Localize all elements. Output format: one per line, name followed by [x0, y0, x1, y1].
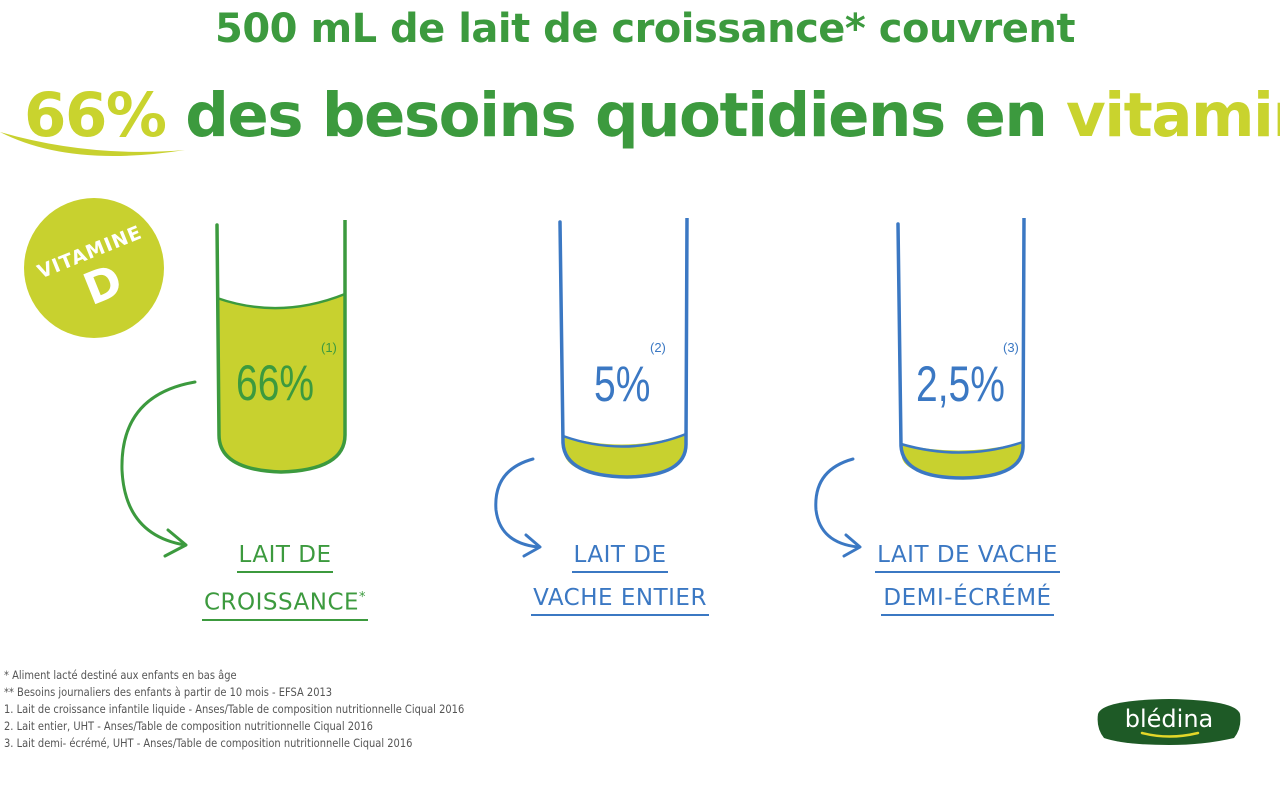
headline-percent: 66% [24, 80, 167, 151]
footnote: 1. Lait de croissance infantile liquide … [4, 702, 465, 716]
glass-lait-vache-entier [558, 218, 689, 479]
value-text: 66% [236, 355, 315, 411]
logo-text: blédina [1125, 705, 1214, 733]
badge-text-graphic: VITAMINE D [34, 221, 145, 315]
glass-2-value: 5% [594, 355, 650, 413]
value-text: 5% [594, 356, 651, 412]
headline-middle: des besoins quotidiens en [165, 80, 1066, 151]
label-line2: VACHE ENTIER [531, 583, 709, 616]
headline-vitamin: vitamine D** [1066, 80, 1280, 151]
footnote: 2. Lait entier, UHT - Anses/Table de com… [4, 719, 373, 733]
arrow-icon [120, 380, 197, 558]
glass-3-ref: (3) [1003, 340, 1019, 355]
label-line1: LAIT DE VACHE [875, 540, 1060, 573]
label-line2: CROISSANCE* [201, 583, 369, 621]
glass-3-value: 2,5% [916, 355, 1005, 413]
glass-lait-croissance [215, 220, 347, 474]
headline-line2: 66% des besoins quotidiens en vitamine D… [24, 80, 1280, 151]
asterisk: * [359, 590, 367, 605]
value-text: 2,5% [916, 356, 1005, 412]
arrow-icon [494, 457, 542, 558]
bledina-logo: blédina [1097, 699, 1241, 745]
glass-2-ref: (2) [650, 340, 666, 355]
glass-3-label: LAIT DE VACHE DEMI-ÉCRÉMÉ [855, 540, 1080, 626]
vitamin-d-badge: VITAMINE D [24, 198, 164, 338]
swoosh-decoration [0, 132, 185, 156]
headline-line1: 500 mL de lait de croissance* couvrent [215, 6, 1075, 52]
glass-1-label: LAIT DE CROISSANCE* [185, 540, 385, 631]
glass-2-label: LAIT DE VACHE ENTIER [520, 540, 720, 626]
footnote: 3. Lait demi- écrémé, UHT - Anses/Table … [4, 736, 413, 750]
footnote: ** Besoins journaliers des enfants à par… [4, 685, 333, 699]
footnotes: * Aliment lacté destiné aux enfants en b… [4, 667, 464, 752]
footnote: * Aliment lacté destiné aux enfants en b… [4, 668, 237, 682]
label-line1: LAIT DE [236, 540, 334, 573]
glass-lait-vache-demi-ecreme [896, 218, 1026, 480]
arrow-icon [814, 457, 862, 558]
glass-1-ref: (1) [321, 340, 337, 355]
label-line2: DEMI-ÉCRÉMÉ [881, 583, 1054, 616]
label-line2-text: CROISSANCE [203, 589, 360, 616]
label-line1: LAIT DE [571, 540, 669, 573]
glass-1-value: 66% [236, 354, 314, 412]
